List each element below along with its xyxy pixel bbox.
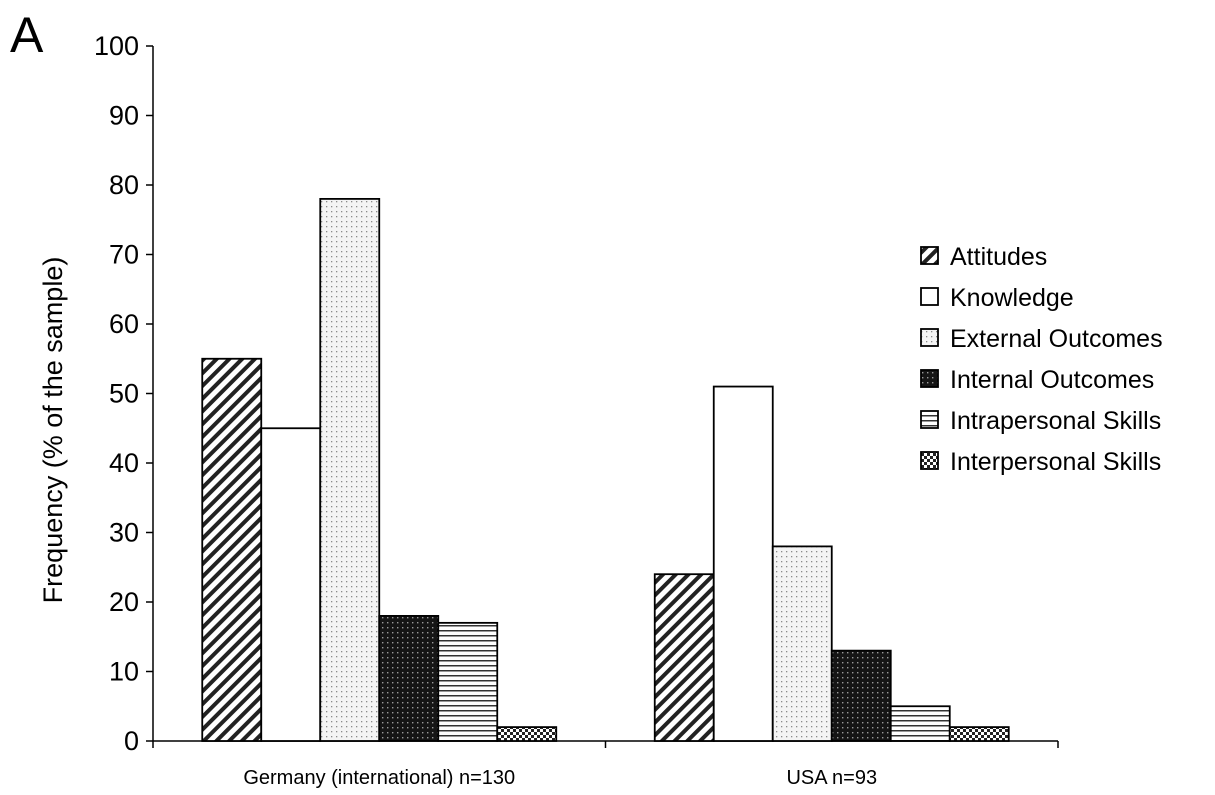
- legend: Attitudes Knowledge External Outcomes Inter…: [920, 243, 1163, 476]
- y-tick-label: 70: [109, 240, 139, 270]
- bar-internal-outcomes-0: [378, 615, 440, 742]
- legend-label: Interpersonal Skills: [950, 448, 1161, 476]
- bar-interpersonal-skills-1: [948, 726, 1010, 742]
- y-tick-label: 30: [109, 518, 139, 548]
- y-tick-label: 50: [109, 379, 139, 409]
- bar-interpersonal-skills-0: [496, 726, 558, 742]
- legend-swatch: [920, 246, 939, 265]
- y-tick-label: 80: [109, 170, 139, 200]
- bar-knowledge-1: [712, 385, 774, 742]
- legend-label: Internal Outcomes: [950, 366, 1154, 394]
- x-category-label: USA n=93: [786, 767, 877, 789]
- bar-external-outcomes-1: [771, 545, 833, 742]
- legend-label: External Outcomes: [950, 325, 1163, 353]
- legend-swatch: [920, 328, 939, 347]
- y-tick-label: 10: [109, 657, 139, 687]
- bar-intrapersonal-skills-1: [889, 705, 951, 742]
- y-tick-label: 20: [109, 587, 139, 617]
- legend-swatch: [920, 451, 939, 470]
- legend-swatch: [920, 287, 939, 306]
- bar-attitudes-1: [653, 573, 715, 742]
- bar-knowledge-0: [260, 427, 322, 742]
- legend-label: Attitudes: [950, 243, 1047, 271]
- bar-attitudes-0: [201, 357, 263, 742]
- axes: 0 10 20 30 40 50 60 70 80 90 100 Germany (internati…: [94, 31, 1059, 789]
- bar-external-outcomes-0: [319, 197, 381, 742]
- y-tick-label: 60: [109, 309, 139, 339]
- legend-label: Knowledge: [950, 284, 1074, 312]
- panel-label: A: [10, 7, 44, 63]
- y-axis-label: Frequency (% of the sample): [38, 257, 68, 604]
- legend-label: Intrapersonal Skills: [950, 407, 1161, 435]
- bar-intrapersonal-skills-0: [437, 621, 499, 742]
- bars: [201, 197, 1010, 742]
- bar-internal-outcomes-1: [830, 649, 892, 742]
- legend-swatch: [920, 369, 939, 388]
- y-tick-label: 100: [94, 31, 139, 61]
- y-tick-label: 0: [124, 726, 139, 756]
- legend-swatch: [920, 410, 939, 429]
- y-tick-label: 90: [109, 101, 139, 131]
- y-tick-label: 40: [109, 448, 139, 478]
- x-category-label: Germany (international) n=130: [243, 767, 515, 789]
